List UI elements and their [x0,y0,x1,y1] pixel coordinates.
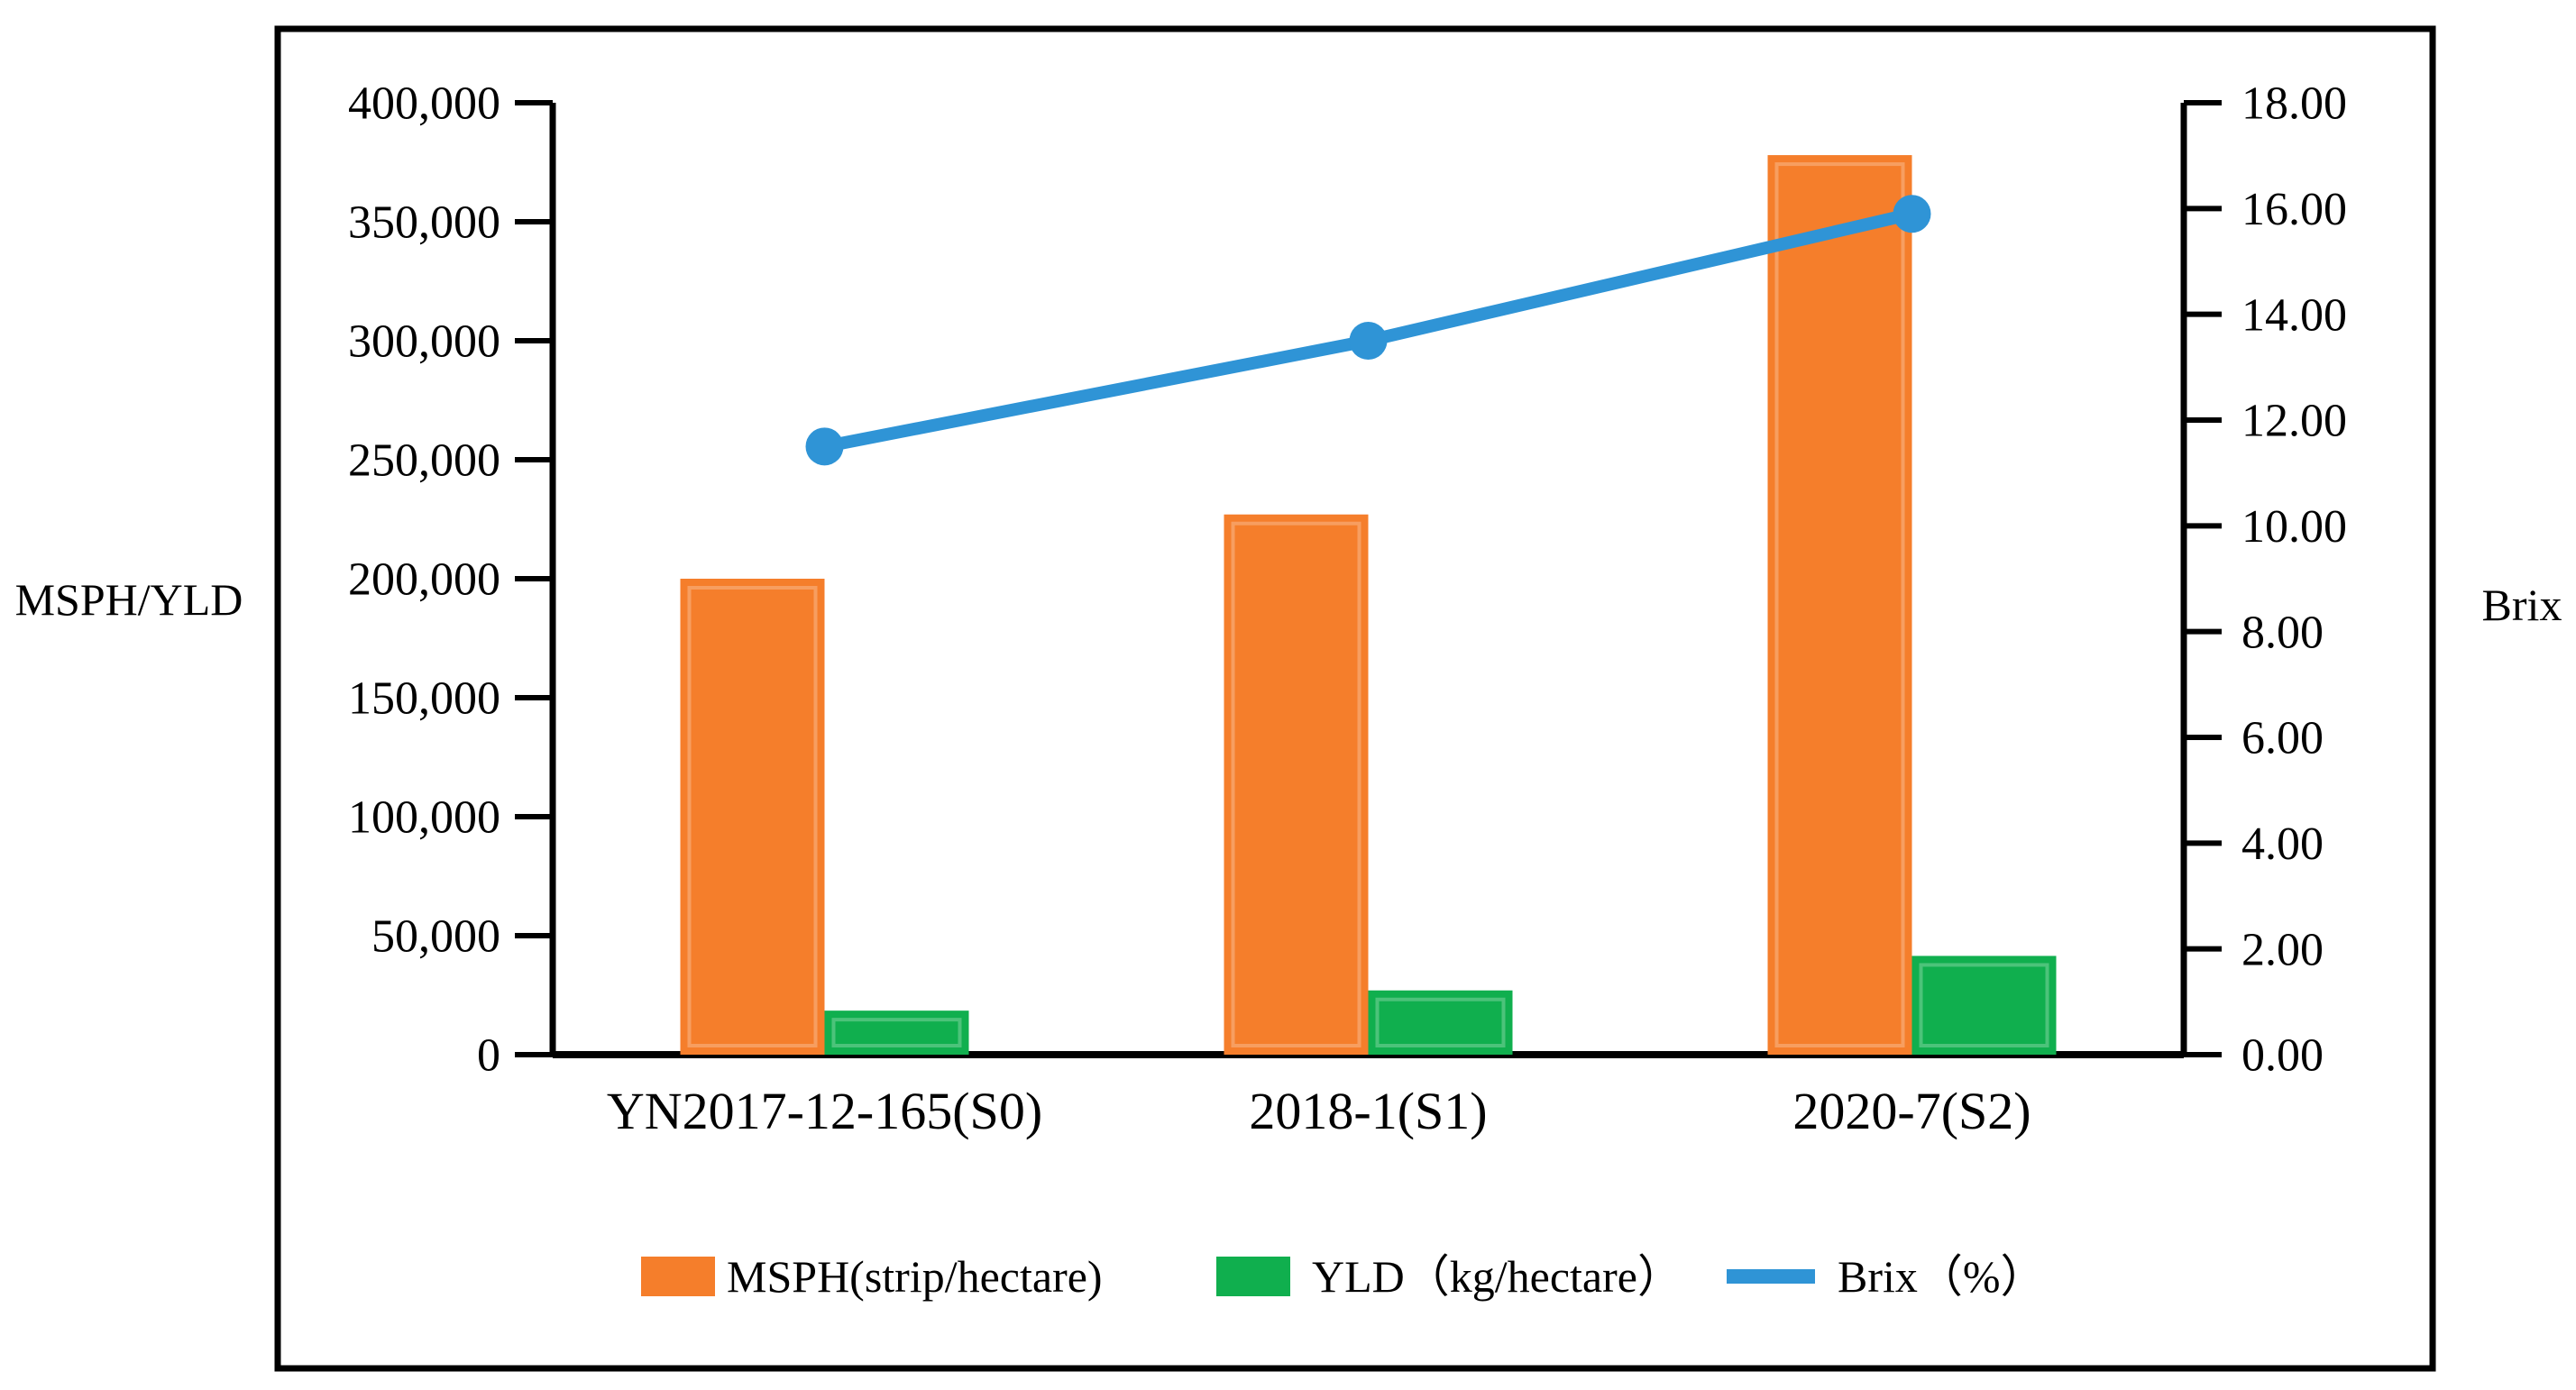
bar-yld-2 [1911,956,2057,1055]
right-axis-tick-label: 0.00 [2241,1030,2324,1082]
left-axis-tick-label: 250,000 [348,435,500,487]
right-axis-tick-label: 16.00 [2241,184,2347,235]
right-axis-tick-label: 14.00 [2241,289,2347,341]
left-axis-tick-label: 150,000 [348,673,500,725]
left-axis-tick-label: 50,000 [371,911,500,963]
bar-yld-0 [824,1010,969,1055]
brix-point-2 [1893,195,1931,233]
legend-label-brix: Brix（%） [1838,1251,2046,1302]
x-axis-category-label: YN2017-12-165(S0) [607,1082,1042,1140]
brix-point-1 [1349,322,1388,360]
bar-msph-1 [1224,514,1369,1055]
right-axis-tick-label: 10.00 [2241,501,2347,553]
right-axis-tick-label: 8.00 [2241,607,2324,658]
bar-highlight [1375,997,1506,1047]
left-axis-tick-label: 400,000 [348,78,500,130]
x-axis-category-label: 2018-1(S1) [1249,1082,1487,1140]
bar-highlight [1774,162,1905,1047]
bar-yld-1 [1368,990,1513,1055]
left-axis-tick-label: 350,000 [348,197,500,249]
left-axis-tick-label: 100,000 [348,792,500,844]
legend-label-msph: MSPH(strip/hectare) [727,1251,1103,1302]
right-axis-title: Brix [2482,580,2562,630]
right-axis-tick-label: 4.00 [2241,818,2324,870]
figure-border [274,25,2436,1372]
bar-msph-2 [1767,155,1912,1055]
bar-highlight [1919,963,2049,1047]
left-axis-tick-label: 300,000 [348,316,500,368]
bar-highlight [687,586,818,1047]
bar-msph-0 [680,579,825,1055]
legend-label-yld: YLD（kg/hectare） [1312,1251,1682,1302]
legend-swatch-msph [641,1257,715,1296]
right-axis-tick-label: 18.00 [2241,78,2347,130]
legend-swatch-yld [1216,1257,1290,1296]
bar-highlight [1231,521,1361,1047]
right-axis-tick-label: 12.00 [2241,396,2347,447]
left-axis-tick-label: 200,000 [348,554,500,606]
brix-point-0 [805,427,844,466]
right-axis-tick-label: 6.00 [2241,713,2324,764]
right-axis-tick-label: 2.00 [2241,924,2324,975]
bar-highlight [831,1018,962,1048]
left-axis-tick-label: 0 [477,1030,500,1082]
left-axis-title: MSPH/YLD [15,574,243,625]
x-axis-category-label: 2020-7(S2) [1792,1082,2031,1140]
